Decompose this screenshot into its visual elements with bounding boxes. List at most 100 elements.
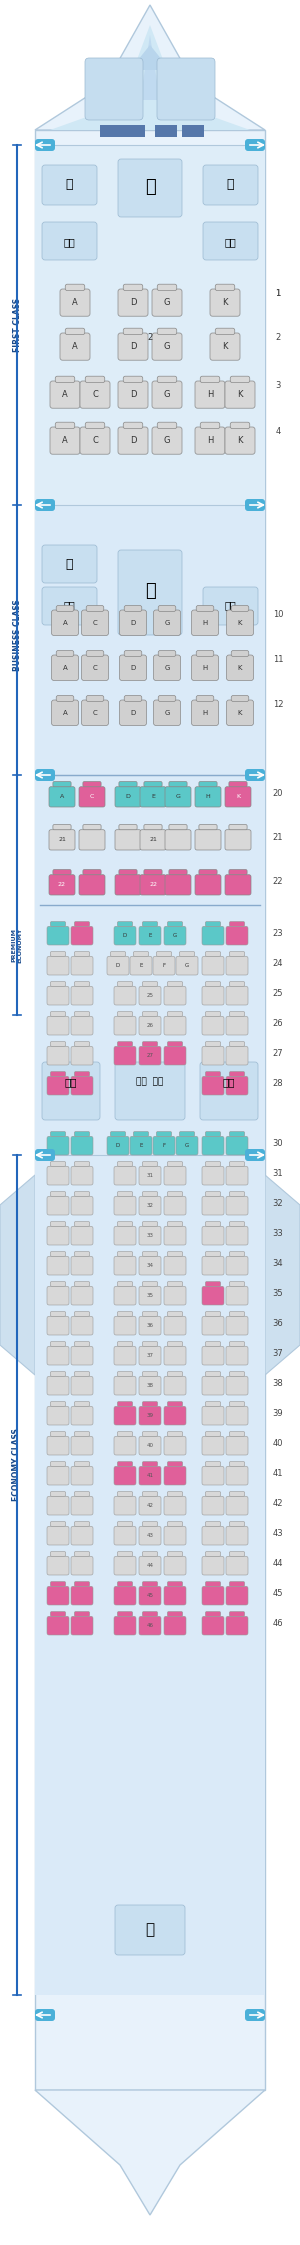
FancyBboxPatch shape bbox=[118, 159, 182, 218]
FancyBboxPatch shape bbox=[203, 586, 258, 624]
FancyBboxPatch shape bbox=[117, 1250, 133, 1257]
FancyBboxPatch shape bbox=[74, 1401, 90, 1405]
FancyBboxPatch shape bbox=[35, 2009, 55, 2020]
Text: A: A bbox=[62, 391, 68, 400]
FancyBboxPatch shape bbox=[229, 1161, 245, 1167]
FancyBboxPatch shape bbox=[119, 700, 146, 725]
FancyBboxPatch shape bbox=[229, 1192, 245, 1197]
FancyBboxPatch shape bbox=[133, 952, 149, 956]
FancyBboxPatch shape bbox=[205, 1372, 221, 1376]
FancyBboxPatch shape bbox=[144, 781, 162, 786]
Bar bbox=[35, 505, 265, 954]
FancyBboxPatch shape bbox=[130, 1136, 152, 1154]
Text: 22: 22 bbox=[149, 882, 157, 887]
FancyBboxPatch shape bbox=[114, 1466, 136, 1484]
FancyBboxPatch shape bbox=[117, 1012, 133, 1017]
FancyBboxPatch shape bbox=[71, 956, 93, 974]
FancyBboxPatch shape bbox=[205, 1432, 221, 1437]
FancyBboxPatch shape bbox=[205, 1491, 221, 1495]
FancyBboxPatch shape bbox=[142, 920, 158, 927]
Polygon shape bbox=[35, 4, 265, 130]
FancyBboxPatch shape bbox=[226, 1466, 248, 1484]
FancyBboxPatch shape bbox=[157, 58, 215, 119]
FancyBboxPatch shape bbox=[245, 770, 265, 781]
FancyBboxPatch shape bbox=[47, 1347, 69, 1365]
FancyBboxPatch shape bbox=[167, 1221, 183, 1226]
FancyBboxPatch shape bbox=[71, 1376, 93, 1394]
FancyBboxPatch shape bbox=[164, 1466, 186, 1484]
FancyBboxPatch shape bbox=[74, 1461, 90, 1466]
FancyBboxPatch shape bbox=[142, 1522, 158, 1527]
FancyBboxPatch shape bbox=[118, 290, 148, 317]
FancyBboxPatch shape bbox=[202, 1587, 224, 1605]
FancyBboxPatch shape bbox=[123, 328, 143, 335]
FancyBboxPatch shape bbox=[110, 952, 126, 956]
FancyBboxPatch shape bbox=[167, 981, 183, 986]
FancyBboxPatch shape bbox=[139, 1197, 161, 1215]
FancyBboxPatch shape bbox=[142, 1372, 158, 1376]
FancyBboxPatch shape bbox=[205, 1071, 221, 1075]
Text: 28: 28 bbox=[273, 1078, 283, 1087]
FancyBboxPatch shape bbox=[205, 1221, 221, 1226]
FancyBboxPatch shape bbox=[50, 1461, 66, 1466]
FancyBboxPatch shape bbox=[205, 1612, 221, 1616]
FancyBboxPatch shape bbox=[50, 1491, 66, 1495]
FancyBboxPatch shape bbox=[225, 786, 251, 806]
FancyBboxPatch shape bbox=[229, 1372, 245, 1376]
FancyBboxPatch shape bbox=[42, 164, 97, 204]
FancyBboxPatch shape bbox=[202, 1075, 224, 1096]
FancyBboxPatch shape bbox=[50, 1192, 66, 1197]
Text: D: D bbox=[130, 436, 136, 445]
FancyBboxPatch shape bbox=[47, 1556, 69, 1576]
FancyBboxPatch shape bbox=[229, 1522, 245, 1527]
FancyBboxPatch shape bbox=[229, 1221, 245, 1226]
Text: E: E bbox=[151, 795, 155, 799]
FancyBboxPatch shape bbox=[205, 1161, 221, 1167]
FancyBboxPatch shape bbox=[226, 986, 248, 1006]
Text: 42: 42 bbox=[273, 1497, 283, 1506]
FancyBboxPatch shape bbox=[167, 1522, 183, 1527]
FancyBboxPatch shape bbox=[50, 1071, 66, 1075]
FancyBboxPatch shape bbox=[123, 377, 143, 382]
Text: K: K bbox=[237, 391, 243, 400]
FancyBboxPatch shape bbox=[167, 1012, 183, 1017]
FancyBboxPatch shape bbox=[229, 1042, 245, 1046]
FancyBboxPatch shape bbox=[229, 1580, 245, 1587]
Text: 🥤: 🥤 bbox=[146, 1922, 154, 1937]
FancyBboxPatch shape bbox=[139, 1017, 161, 1035]
FancyBboxPatch shape bbox=[74, 952, 90, 956]
FancyBboxPatch shape bbox=[202, 1556, 224, 1576]
FancyBboxPatch shape bbox=[47, 1226, 69, 1246]
Text: H: H bbox=[202, 709, 208, 716]
FancyBboxPatch shape bbox=[205, 1311, 221, 1316]
Text: 36: 36 bbox=[146, 1322, 154, 1329]
FancyBboxPatch shape bbox=[47, 1136, 69, 1154]
FancyBboxPatch shape bbox=[115, 786, 141, 806]
FancyBboxPatch shape bbox=[205, 1522, 221, 1527]
Text: K: K bbox=[237, 436, 243, 445]
FancyBboxPatch shape bbox=[117, 1401, 133, 1405]
FancyBboxPatch shape bbox=[47, 1466, 69, 1484]
Text: H: H bbox=[207, 391, 213, 400]
FancyBboxPatch shape bbox=[230, 377, 250, 382]
Text: F: F bbox=[162, 1143, 166, 1147]
Text: 1: 1 bbox=[275, 290, 281, 299]
Text: 26: 26 bbox=[273, 1019, 283, 1028]
Text: D: D bbox=[116, 1143, 120, 1147]
FancyBboxPatch shape bbox=[50, 1131, 66, 1136]
FancyBboxPatch shape bbox=[50, 1250, 66, 1257]
FancyBboxPatch shape bbox=[164, 1017, 186, 1035]
FancyBboxPatch shape bbox=[114, 1286, 136, 1304]
FancyBboxPatch shape bbox=[71, 927, 93, 945]
FancyBboxPatch shape bbox=[152, 290, 182, 317]
FancyBboxPatch shape bbox=[245, 139, 265, 150]
FancyBboxPatch shape bbox=[50, 952, 66, 956]
Text: K: K bbox=[236, 795, 240, 799]
FancyBboxPatch shape bbox=[71, 1556, 93, 1576]
FancyBboxPatch shape bbox=[139, 1616, 161, 1634]
FancyBboxPatch shape bbox=[118, 550, 182, 635]
FancyBboxPatch shape bbox=[50, 1372, 66, 1376]
FancyBboxPatch shape bbox=[119, 611, 146, 635]
FancyBboxPatch shape bbox=[203, 222, 258, 260]
Text: 2: 2 bbox=[275, 332, 281, 341]
